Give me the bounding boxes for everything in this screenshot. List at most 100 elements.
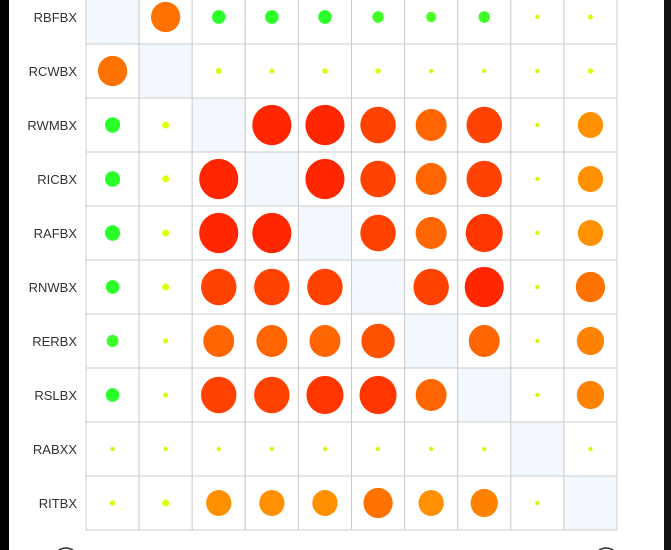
correlation-bubble	[105, 388, 120, 402]
correlation-bubble	[360, 160, 396, 198]
row-label: RABXX	[33, 442, 77, 457]
diagonal-cell	[297, 205, 352, 261]
correlation-bubble	[318, 10, 332, 24]
correlation-bubble	[576, 380, 605, 410]
row-label: RERBX	[32, 334, 77, 349]
correlation-bubble	[306, 375, 344, 415]
row-label: RICBX	[37, 172, 77, 187]
correlation-bubble	[415, 109, 447, 141]
correlation-bubble	[105, 171, 121, 187]
correlation-bubble	[363, 487, 393, 519]
diagonal-cell	[85, 0, 140, 45]
diagonal-cell	[510, 421, 565, 477]
correlation-bubble	[375, 446, 381, 452]
correlation-bubble	[359, 375, 397, 415]
correlation-bubble	[482, 446, 487, 452]
correlation-bubble	[535, 230, 540, 236]
correlation-bubble	[466, 106, 502, 144]
correlation-bubble	[212, 10, 226, 24]
correlation-bubble	[162, 229, 170, 237]
correlation-bubble	[587, 68, 594, 74]
correlation-bubble	[360, 106, 396, 144]
diagonal-cell	[563, 475, 618, 531]
matrix-cell	[510, 475, 565, 531]
correlation-bubble	[269, 446, 274, 452]
correlation-bubble	[256, 325, 288, 357]
row-label: RBFBX	[34, 10, 78, 25]
correlation-bubble	[265, 10, 279, 24]
row-label: RAFBX	[34, 226, 78, 241]
correlation-bubble	[418, 489, 444, 517]
correlation-bubble	[429, 68, 434, 74]
correlation-bubble	[150, 1, 181, 33]
correlation-bubble	[535, 500, 540, 506]
correlation-bubble	[415, 163, 447, 195]
correlation-bubble	[415, 217, 447, 249]
correlation-bubble	[162, 175, 170, 183]
correlation-bubble	[361, 323, 395, 359]
correlation-bubble	[201, 376, 237, 414]
correlation-bubble	[269, 68, 275, 74]
correlation-bubble	[588, 446, 593, 452]
correlation-bubble	[106, 334, 119, 348]
correlation-bubble	[375, 68, 381, 74]
row-label: RITBX	[39, 496, 78, 511]
correlation-bubble	[577, 165, 604, 193]
diagonal-cell	[138, 43, 193, 99]
correlation-bubble	[206, 489, 232, 517]
correlation-bubble	[464, 266, 504, 308]
correlation-bubble	[252, 104, 292, 146]
correlation-bubble	[478, 11, 490, 23]
correlation-bubble	[535, 68, 540, 74]
matrix-cell	[563, 0, 618, 45]
correlation-bubble	[162, 121, 170, 129]
correlation-bubble	[312, 489, 338, 517]
correlation-bubble	[259, 489, 285, 517]
correlation-bubble	[163, 446, 168, 452]
diagonal-cell	[191, 97, 246, 153]
correlation-bubble	[105, 280, 120, 294]
correlation-bubble	[252, 212, 292, 254]
diagonal-cell	[457, 367, 512, 423]
correlation-bubble	[576, 326, 605, 356]
right-border	[664, 0, 671, 550]
correlation-bubble	[372, 11, 384, 23]
row-label: RWMBX	[27, 118, 77, 133]
correlation-bubble	[163, 392, 169, 398]
correlation-bubble	[215, 68, 222, 74]
correlation-bubble	[201, 268, 237, 306]
correlation-bubble	[415, 379, 447, 411]
correlation-bubble	[588, 14, 593, 20]
row-label: RSLBX	[34, 388, 77, 403]
correlation-bubble	[105, 117, 121, 133]
legend-marker	[598, 547, 614, 550]
correlation-bubble	[429, 446, 434, 452]
correlation-bubble	[535, 122, 540, 128]
correlation-bubble	[322, 68, 328, 74]
row-label: RNWBX	[29, 280, 78, 295]
correlation-bubble	[163, 338, 169, 344]
correlation-bubble	[97, 55, 128, 87]
correlation-bubble	[305, 158, 345, 200]
correlation-bubble	[254, 376, 290, 414]
correlation-bubble	[535, 338, 540, 344]
correlation-bubble	[535, 14, 540, 20]
correlation-bubble	[577, 219, 604, 247]
correlation-bubble	[105, 225, 121, 241]
diagonal-cell	[351, 259, 406, 315]
left-border	[0, 0, 9, 550]
correlation-bubble	[466, 160, 502, 198]
correlation-bubble	[254, 268, 290, 306]
matrix-cell	[563, 151, 618, 207]
diagonal-cell	[404, 313, 459, 369]
correlation-bubble	[110, 446, 115, 452]
matrix-cell	[510, 0, 565, 45]
correlation-bubble	[535, 392, 540, 398]
correlation-bubble	[216, 446, 221, 452]
row-label: RCWBX	[29, 64, 78, 79]
correlation-bubble	[360, 214, 396, 252]
correlation-bubble	[162, 283, 170, 291]
correlation-bubble	[426, 11, 437, 23]
correlation-bubble	[468, 325, 500, 357]
